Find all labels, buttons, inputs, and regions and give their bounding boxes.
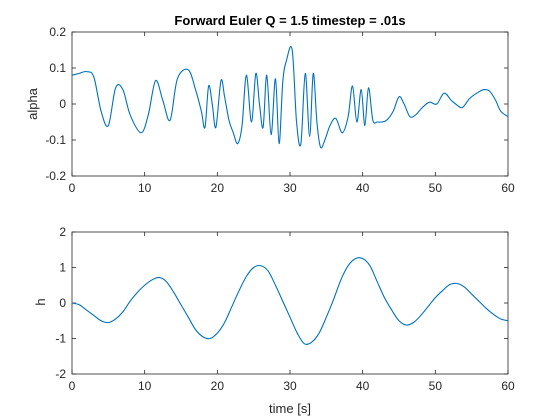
- height-x-tick-label: 30: [283, 379, 297, 393]
- height-y-tick-label: 2: [59, 225, 66, 239]
- alpha-y-tick-label: 0.1: [49, 61, 66, 75]
- alpha-axes-box: [71, 31, 509, 177]
- alpha-y-axis-label: alpha: [25, 87, 40, 120]
- height-x-tick-label: 10: [138, 379, 152, 393]
- alpha-x-tick-label: 60: [501, 181, 515, 195]
- height-x-tick-label: 0: [69, 379, 76, 393]
- height-x-tick-label: 60: [501, 379, 515, 393]
- alpha-y-tick-label: -0.1: [45, 133, 66, 147]
- alpha-x-tick-label: 20: [211, 181, 225, 195]
- alpha-y-tick-label: 0.2: [49, 25, 66, 39]
- height-subplot: 0 10 20 30 40 50 60 -2 -1 0 1 2: [55, 225, 515, 393]
- alpha-y-tick-label: -0.2: [45, 169, 66, 183]
- height-x-tick-label: 40: [356, 379, 370, 393]
- height-series-line: [71, 257, 509, 345]
- height-y-axis-label: h: [33, 298, 48, 305]
- alpha-series-line: [71, 46, 509, 149]
- alpha-x-tick-label: 40: [356, 181, 370, 195]
- height-y-tick-label: 0: [59, 296, 66, 310]
- height-axes-box: [71, 231, 509, 375]
- alpha-x-tick-label: 10: [138, 181, 152, 195]
- height-y-tick-label: -1: [55, 332, 66, 346]
- alpha-x-tick-label: 50: [429, 181, 443, 195]
- height-y-tick-label: -2: [55, 367, 66, 381]
- time-x-axis-label: time [s]: [269, 401, 311, 416]
- height-x-tick-label: 20: [211, 379, 225, 393]
- alpha-y-tick-label: 0: [59, 97, 66, 111]
- height-x-tick-label: 50: [429, 379, 443, 393]
- height-y-tick-label: 1: [59, 261, 66, 275]
- alpha-x-tick-label: 30: [283, 181, 297, 195]
- alpha-x-tick-label: 0: [69, 181, 76, 195]
- alpha-subplot: 0 10 20 30 40 50 60 -0.2 -0.1 0 0.1 0.2: [45, 25, 515, 195]
- chart-title: Forward Euler Q = 1.5 timestep = .01s: [174, 13, 405, 28]
